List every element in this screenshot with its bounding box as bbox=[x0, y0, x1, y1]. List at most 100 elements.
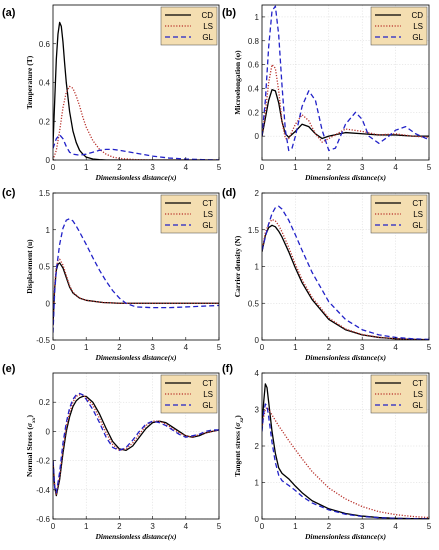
x-tick-label: 5 bbox=[427, 163, 432, 172]
x-tick-label: 3 bbox=[360, 343, 365, 352]
x-axis-label: Dimensionless distance(x) bbox=[94, 353, 177, 362]
y-tick-label: 0.2 bbox=[39, 398, 51, 407]
y-tick-label: 0 bbox=[46, 427, 51, 436]
legend-box bbox=[370, 6, 428, 46]
x-tick-label: 1 bbox=[293, 522, 298, 531]
y-axis-label: Displacement (u) bbox=[25, 239, 34, 294]
chart-panel-2: 0 1 2 3 4 5 0 0.2 0.4 0.6 0.8 1 Dimensionless distan… bbox=[222, 4, 432, 182]
series-line-gl bbox=[262, 205, 429, 340]
panel-letter: (b) bbox=[222, 7, 236, 19]
legend-box bbox=[370, 374, 428, 414]
x-axis-label: Dimensionless distance(x) bbox=[304, 353, 387, 362]
y-tick-label: 2 bbox=[255, 189, 260, 198]
series-line-gl bbox=[262, 403, 429, 519]
x-tick-label: 2 bbox=[327, 343, 332, 352]
y-tick-label: -0.6 bbox=[36, 515, 50, 524]
x-tick-label: 5 bbox=[217, 343, 222, 352]
y-axis-label: Tangent stress (σxz) bbox=[233, 415, 245, 477]
y-tick-label: 3 bbox=[255, 406, 260, 415]
y-tick-label: -0.4 bbox=[36, 486, 50, 495]
legend-box bbox=[160, 374, 218, 414]
x-tick-label: 0 bbox=[51, 163, 56, 172]
x-tick-label: 5 bbox=[217, 522, 222, 531]
x-tick-label: 5 bbox=[427, 343, 432, 352]
legend: CT LS GL bbox=[370, 194, 428, 234]
x-tick-label: 3 bbox=[360, 522, 365, 531]
y-tick-label: 0.2 bbox=[248, 108, 260, 117]
series-line-ct bbox=[53, 262, 219, 326]
series-line-ls bbox=[53, 85, 219, 160]
legend-label-ls: LS bbox=[413, 390, 423, 399]
series-line-ls bbox=[262, 63, 429, 143]
y-tick-label: 0.4 bbox=[39, 79, 51, 88]
legend-label-gl: GL bbox=[412, 401, 423, 410]
y-tick-label: 1 bbox=[255, 263, 260, 272]
legend-label-gl: GL bbox=[202, 33, 213, 42]
y-tick-label: 1 bbox=[255, 13, 260, 22]
y-tick-label: 0.6 bbox=[39, 40, 51, 49]
x-tick-label: 4 bbox=[393, 522, 398, 531]
y-axis-label: Temperature (T) bbox=[25, 55, 34, 109]
x-tick-label: 3 bbox=[360, 163, 365, 172]
y-tick-label: 0.5 bbox=[248, 299, 260, 308]
x-tick-label: 1 bbox=[84, 522, 89, 531]
x-tick-label: 2 bbox=[327, 163, 332, 172]
y-tick-label: -0.5 bbox=[36, 336, 50, 345]
x-tick-label: 3 bbox=[150, 163, 155, 172]
x-tick-label: 3 bbox=[150, 343, 155, 352]
x-tick-label: 0 bbox=[51, 343, 56, 352]
series-line-ls bbox=[262, 407, 429, 519]
y-tick-label: 0 bbox=[46, 156, 51, 165]
x-tick-label: 5 bbox=[427, 522, 432, 531]
y-tick-label: 0.4 bbox=[248, 84, 260, 93]
x-tick-label: 3 bbox=[150, 522, 155, 531]
series-line-ls bbox=[53, 258, 219, 326]
legend-label-gl: GL bbox=[202, 401, 213, 410]
x-tick-label: 1 bbox=[293, 163, 298, 172]
chart-panel-6: 0 1 2 3 4 5 0 1 2 3 4 Dimensionless distance(x) Tang… bbox=[222, 363, 432, 541]
x-tick-label: 4 bbox=[184, 343, 189, 352]
y-tick-label: 0.5 bbox=[39, 263, 51, 272]
legend-label-ct: CT bbox=[202, 199, 213, 208]
series-line-gl bbox=[53, 218, 219, 333]
y-tick-label: 1.5 bbox=[248, 226, 260, 235]
x-tick-label: 4 bbox=[184, 163, 189, 172]
panel-letter: (f) bbox=[222, 363, 233, 375]
panel-letter: (e) bbox=[2, 363, 16, 375]
x-tick-label: 0 bbox=[260, 522, 265, 531]
legend-label-ct: CT bbox=[202, 379, 213, 388]
y-tick-label: -0.2 bbox=[36, 457, 50, 466]
x-tick-label: 4 bbox=[393, 163, 398, 172]
x-axis-label: Dimensionless distance(x) bbox=[304, 532, 387, 541]
x-tick-label: 1 bbox=[84, 343, 89, 352]
y-axis-label: Carrier density (N) bbox=[233, 235, 242, 297]
legend-label-gl: GL bbox=[412, 33, 423, 42]
legend: CT LS GL bbox=[370, 374, 428, 414]
legend-label-cd: CD bbox=[411, 11, 423, 20]
x-tick-label: 2 bbox=[117, 522, 122, 531]
legend-label-ls: LS bbox=[203, 210, 213, 219]
x-tick-label: 0 bbox=[260, 163, 265, 172]
y-tick-label: 0 bbox=[255, 132, 260, 141]
x-tick-label: 1 bbox=[84, 163, 89, 172]
legend-label-gl: GL bbox=[412, 221, 423, 230]
legend-label-ls: LS bbox=[203, 22, 213, 31]
x-tick-label: 2 bbox=[117, 343, 122, 352]
series-line-ls bbox=[262, 218, 429, 340]
x-tick-label: 2 bbox=[327, 522, 332, 531]
legend-label-gl: GL bbox=[202, 221, 213, 230]
legend: CT LS GL bbox=[160, 194, 218, 234]
y-tick-label: 1 bbox=[255, 479, 260, 488]
chart-panel-5: 0 1 2 3 4 5 -0.6 -0.4 -0.2 0 0.2 Dimensionless dist… bbox=[2, 363, 222, 541]
legend-label-ls: LS bbox=[203, 390, 213, 399]
legend-box bbox=[370, 194, 428, 234]
legend: CT LS GL bbox=[160, 374, 218, 414]
y-tick-label: 0.2 bbox=[39, 117, 51, 126]
y-tick-label: 0 bbox=[255, 336, 260, 345]
y-tick-label: 0.8 bbox=[248, 37, 260, 46]
legend-box bbox=[160, 6, 218, 46]
legend-label-ls: LS bbox=[413, 22, 423, 31]
